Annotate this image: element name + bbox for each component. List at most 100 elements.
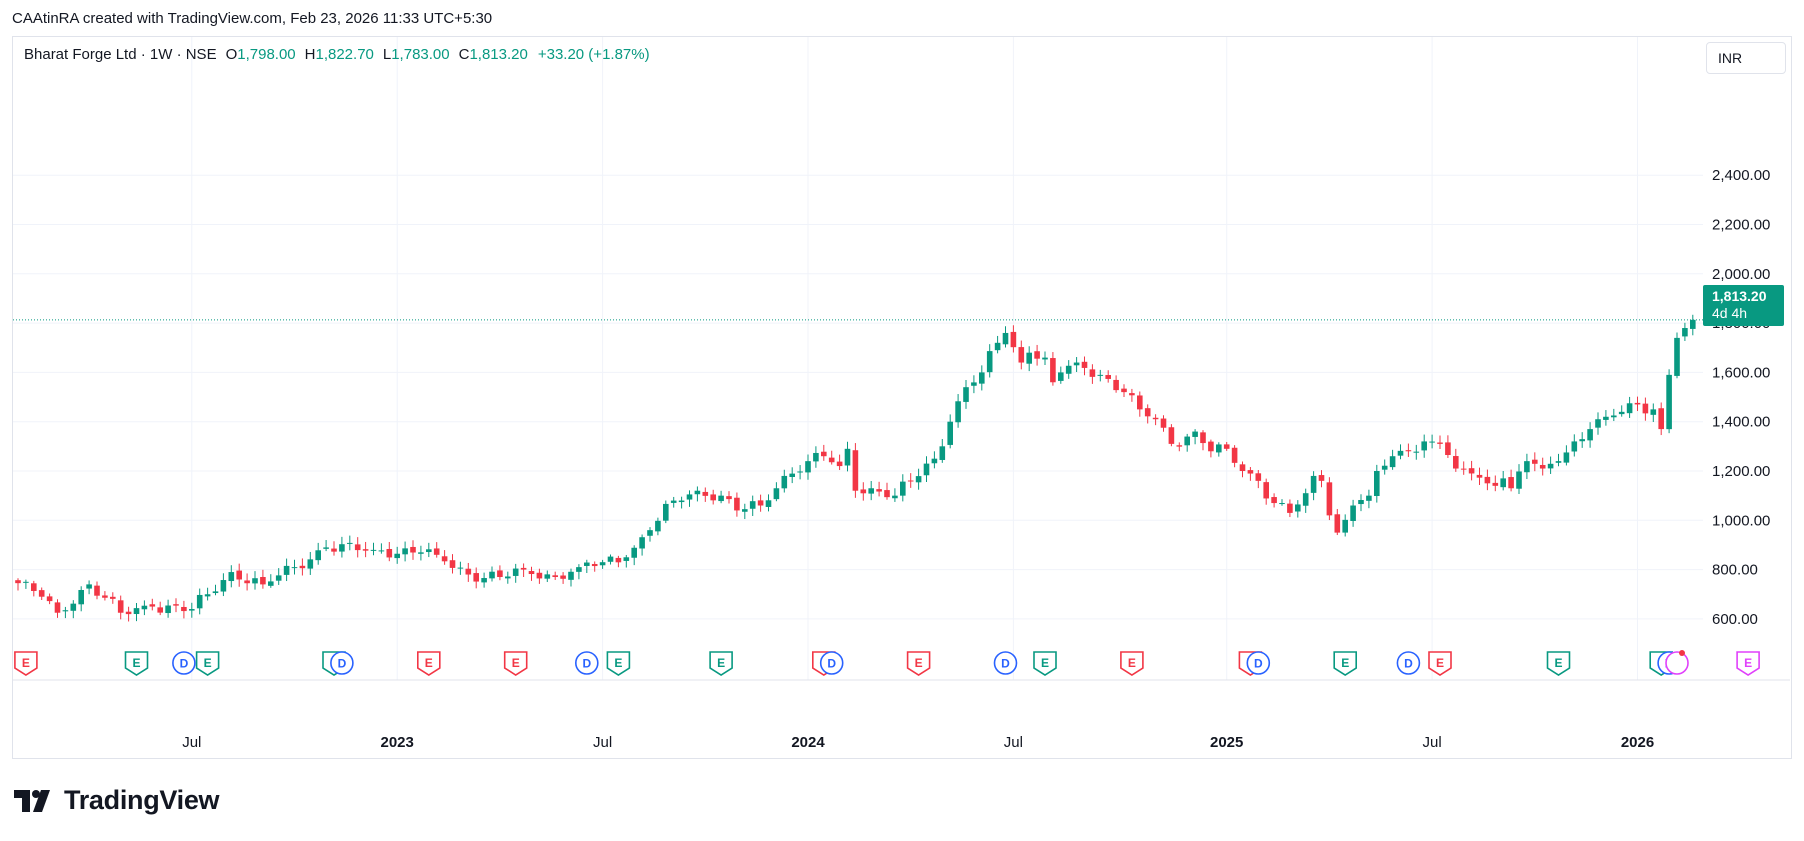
candle[interactable]	[821, 444, 827, 461]
candle[interactable]	[1539, 457, 1546, 476]
candle[interactable]	[1682, 322, 1688, 341]
candle[interactable]	[615, 555, 622, 568]
candle[interactable]	[1547, 456, 1554, 474]
candle[interactable]	[742, 503, 748, 520]
candle[interactable]	[765, 494, 772, 512]
candle[interactable]	[1152, 414, 1159, 426]
candle[interactable]	[220, 573, 227, 597]
candle[interactable]	[947, 414, 953, 449]
candle[interactable]	[1065, 360, 1072, 379]
candle[interactable]	[1144, 404, 1151, 424]
candle[interactable]	[1429, 434, 1435, 449]
candle[interactable]	[1018, 340, 1025, 370]
candle[interactable]	[813, 446, 819, 468]
candle[interactable]	[1042, 351, 1048, 365]
candle[interactable]	[283, 558, 290, 582]
candle[interactable]	[1208, 439, 1214, 458]
earnings-marker[interactable]: E	[195, 651, 220, 676]
candle[interactable]	[939, 438, 946, 463]
candle[interactable]	[1050, 352, 1056, 386]
candle[interactable]	[110, 592, 116, 604]
candle[interactable]	[275, 568, 282, 585]
candle[interactable]	[196, 588, 203, 615]
earnings-marker[interactable]: E	[503, 651, 528, 676]
candle[interactable]	[1263, 478, 1269, 505]
candle[interactable]	[1168, 424, 1175, 447]
candle[interactable]	[410, 540, 416, 560]
candle[interactable]	[1073, 357, 1080, 372]
earnings-marker[interactable]: E	[1736, 651, 1760, 676]
candle[interactable]	[141, 600, 148, 616]
candle[interactable]	[1089, 364, 1096, 384]
candle[interactable]	[70, 600, 77, 619]
candle[interactable]	[1500, 471, 1506, 491]
dividend-marker[interactable]: D	[819, 651, 844, 675]
event-markers[interactable]: EEDEEDEEDEEEDEDEEEDEDEEEDE	[14, 650, 1760, 676]
candle[interactable]	[726, 491, 732, 504]
candle[interactable]	[1445, 435, 1451, 458]
candle[interactable]	[1634, 396, 1641, 411]
candle[interactable]	[15, 578, 21, 591]
candle[interactable]	[157, 601, 163, 616]
candle[interactable]	[552, 571, 558, 580]
candle[interactable]	[1279, 499, 1285, 506]
candle[interactable]	[189, 602, 195, 618]
dividend-marker[interactable]: D	[172, 651, 196, 675]
candle[interactable]	[1002, 326, 1009, 348]
candle[interactable]	[1516, 464, 1522, 494]
candle[interactable]	[781, 469, 788, 493]
earnings-marker[interactable]: E	[1428, 651, 1452, 676]
candle[interactable]	[441, 550, 448, 565]
candle[interactable]	[1010, 325, 1017, 353]
candle[interactable]	[1113, 375, 1119, 393]
candle[interactable]	[1105, 370, 1111, 383]
dividend-marker[interactable]: D	[993, 651, 1018, 675]
candle[interactable]	[165, 599, 171, 618]
candle[interactable]	[1200, 430, 1206, 451]
split-marker[interactable]	[1665, 650, 1689, 675]
candle[interactable]	[1026, 346, 1032, 372]
candle[interactable]	[892, 488, 898, 502]
candle[interactable]	[181, 600, 187, 619]
earnings-marker[interactable]: E	[14, 651, 38, 676]
candle[interactable]	[568, 568, 574, 587]
candle[interactable]	[125, 606, 132, 622]
dividend-marker[interactable]: D	[330, 651, 354, 675]
candle[interactable]	[1508, 469, 1514, 492]
candle[interactable]	[1326, 477, 1333, 521]
candle[interactable]	[1642, 397, 1649, 421]
candle[interactable]	[844, 441, 851, 472]
candle[interactable]	[54, 599, 61, 618]
candle[interactable]	[1295, 500, 1301, 518]
candle[interactable]	[1650, 403, 1657, 422]
candle[interactable]	[1034, 344, 1040, 366]
candle[interactable]	[1532, 452, 1538, 472]
candle[interactable]	[62, 606, 69, 619]
candle[interactable]	[773, 482, 780, 502]
candle[interactable]	[1129, 388, 1135, 402]
candle[interactable]	[1358, 494, 1364, 512]
candle[interactable]	[394, 546, 400, 564]
candle[interactable]	[1192, 429, 1198, 445]
tradingview-logo[interactable]: TradingView	[14, 785, 220, 816]
candle[interactable]	[1587, 422, 1593, 448]
candle[interactable]	[38, 587, 45, 601]
candle[interactable]	[299, 558, 306, 576]
candle[interactable]	[584, 559, 590, 573]
candle[interactable]	[133, 602, 140, 622]
candle[interactable]	[963, 380, 969, 409]
candle[interactable]	[1081, 356, 1088, 376]
candle[interactable]	[1374, 464, 1380, 503]
candle[interactable]	[402, 541, 408, 562]
dividend-marker[interactable]: D	[1246, 651, 1271, 675]
candle[interactable]	[1603, 410, 1609, 426]
candle[interactable]	[370, 542, 377, 556]
candle[interactable]	[1618, 405, 1625, 417]
candle[interactable]	[576, 564, 582, 580]
candle[interactable]	[497, 565, 503, 581]
candle[interactable]	[979, 365, 985, 391]
time-axis[interactable]: Jul 2023 Jul 2024 Jul 2025 Jul 2026	[182, 734, 1654, 751]
candle[interactable]	[1674, 332, 1680, 379]
candle[interactable]	[647, 527, 653, 542]
candle[interactable]	[655, 517, 661, 536]
